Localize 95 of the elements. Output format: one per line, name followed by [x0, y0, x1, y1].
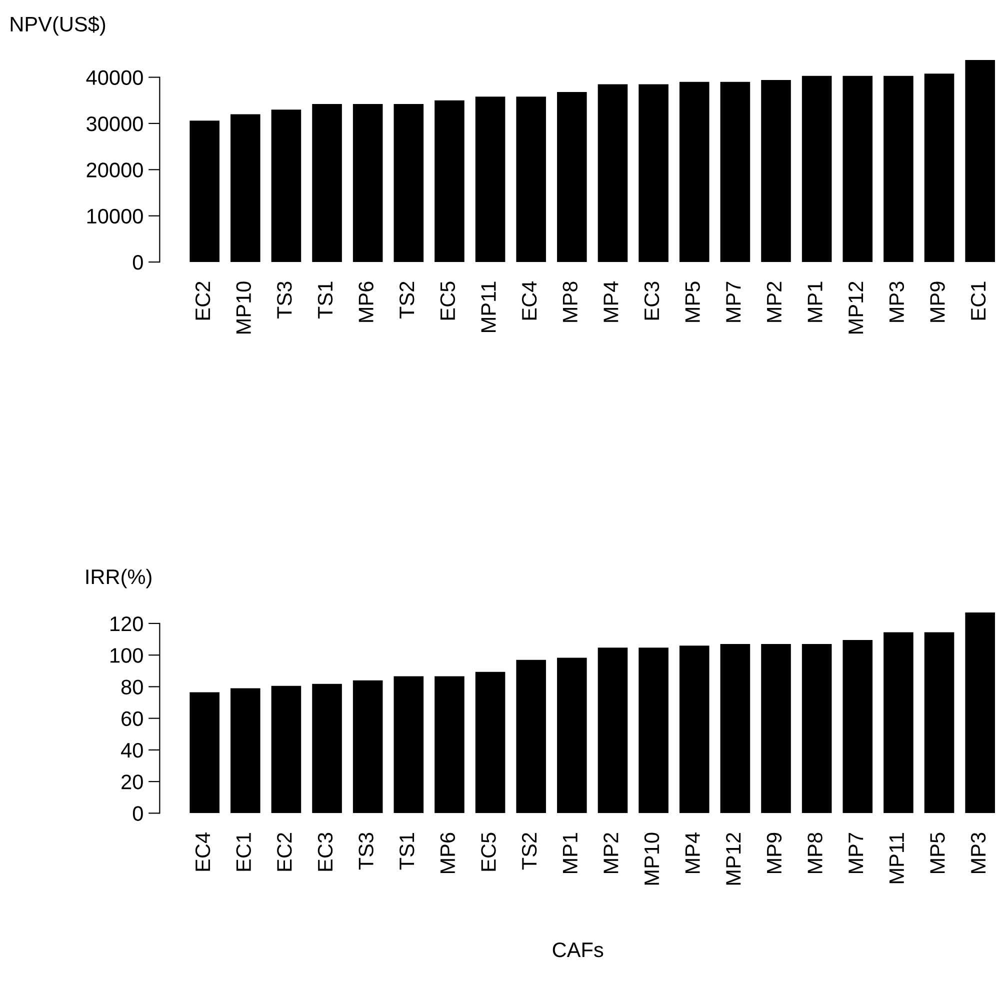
bar — [516, 660, 546, 814]
x-tick-label: MP10 — [236, 282, 251, 334]
bar — [720, 82, 750, 262]
y-tick-label: 0 — [132, 255, 143, 270]
x-tick-label: TS3 — [358, 832, 374, 870]
x-tick-label: EC2 — [277, 832, 292, 871]
x-tick-label: MP1 — [808, 282, 822, 322]
y-tick-label: 30000 — [86, 116, 143, 132]
x-tick-label: MP1 — [562, 832, 578, 874]
y-tick-label: 20 — [122, 774, 143, 790]
bar — [598, 648, 628, 814]
bar — [884, 632, 914, 814]
x-tick-label: MP3 — [970, 832, 986, 874]
bar — [924, 632, 954, 814]
bar — [802, 644, 832, 814]
bar — [842, 76, 873, 262]
x-tick-label: EC4 — [522, 281, 537, 320]
x-tick-label: MP8 — [808, 832, 822, 874]
x-tick-label: MP4 — [685, 832, 700, 874]
bar — [352, 104, 383, 262]
bar — [312, 684, 342, 814]
x-tick-label: MP9 — [930, 282, 945, 322]
y-tick-label: 80 — [121, 680, 143, 694]
x-tick-label: EC3 — [644, 282, 660, 320]
x-tick-label: MP6 — [358, 282, 374, 322]
y-tick-label: 20000 — [86, 162, 143, 178]
bar — [230, 688, 260, 814]
x-tick-label: MP7 — [726, 282, 741, 322]
bar — [638, 648, 668, 814]
bar — [394, 676, 424, 814]
x-tick-label: MP7 — [848, 832, 864, 874]
bar — [230, 114, 260, 262]
x-tick-label: EC1 — [970, 282, 986, 320]
x-tick-label: MP4 — [604, 281, 618, 322]
bar — [679, 82, 710, 262]
x-tick-label: MP8 — [562, 282, 578, 322]
x-tick-label: TS3 — [277, 282, 292, 319]
bar — [434, 676, 464, 814]
bar — [802, 76, 832, 262]
bar — [761, 80, 791, 262]
bar — [679, 646, 710, 814]
x-tick-label: EC5 — [440, 282, 456, 320]
bar — [638, 84, 668, 262]
bar — [557, 92, 587, 262]
bar — [190, 692, 220, 814]
bar — [761, 644, 791, 814]
x-tick-label: MP5 — [685, 282, 700, 322]
y-tick-label: 10000 — [87, 208, 143, 224]
bar — [924, 74, 954, 262]
x-tick-label: EC1 — [236, 832, 251, 871]
y-tick-label: 100 — [110, 648, 143, 663]
y-tick-label: 120 — [110, 616, 143, 632]
x-tick-label: TS2 — [522, 832, 537, 870]
x-tick-label: TS1 — [318, 282, 333, 319]
x-tick-label: MP11 — [481, 282, 496, 332]
bar — [965, 612, 995, 814]
x-tick-label: TS2 — [400, 282, 414, 319]
bar — [965, 60, 995, 262]
y-axis-title: NPV(US$) — [10, 16, 106, 36]
x-tick-label: MP11 — [890, 832, 904, 884]
bar — [475, 96, 506, 262]
x-axis-title: CAFs — [552, 942, 604, 958]
x-tick-label: EC5 — [481, 832, 496, 871]
x-tick-label: MP2 — [766, 282, 782, 322]
y-tick-label: 40000 — [86, 70, 143, 86]
bar — [598, 84, 628, 262]
x-tick-label: MP12 — [726, 832, 741, 885]
x-tick-label: MP3 — [889, 282, 904, 322]
x-tick-label: MP9 — [766, 832, 782, 874]
bar — [516, 96, 546, 262]
x-tick-label: MP5 — [930, 832, 945, 874]
bar — [720, 644, 750, 814]
x-tick-label: EC3 — [318, 832, 333, 871]
bar — [475, 672, 506, 814]
y-tick-label: 40 — [121, 742, 143, 758]
bar — [190, 120, 220, 262]
bar — [434, 100, 464, 262]
bar — [884, 76, 914, 262]
x-tick-label: MP6 — [440, 832, 456, 874]
bar — [312, 104, 342, 262]
bar — [394, 104, 424, 262]
x-tick-label: EC4 — [195, 832, 210, 871]
x-tick-label: MP12 — [848, 282, 864, 334]
bar — [271, 686, 302, 814]
x-tick-label: MP10 — [644, 832, 660, 885]
bar — [557, 658, 587, 814]
y-tick-label: 60 — [122, 711, 143, 726]
bar — [352, 680, 383, 814]
y-tick-label: 0 — [132, 806, 143, 821]
x-tick-label: EC2 — [195, 282, 210, 320]
x-tick-label: TS1 — [400, 832, 414, 870]
y-axis-title: IRR(%) — [86, 568, 152, 588]
bar — [842, 640, 873, 814]
x-tick-label: MP2 — [604, 832, 618, 874]
bar — [271, 110, 302, 262]
